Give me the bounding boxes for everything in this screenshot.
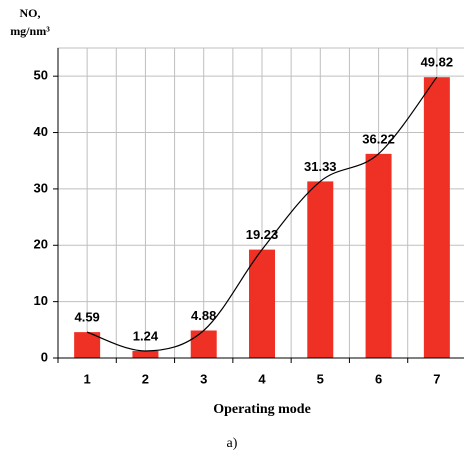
x-tick-label: 1 [84, 371, 91, 386]
bar [307, 181, 334, 358]
x-tick-label: 3 [200, 371, 207, 386]
bar [365, 153, 392, 358]
data-label: 36.22 [362, 131, 395, 146]
trend-line [86, 76, 438, 352]
x-tick-label: 5 [317, 371, 324, 386]
y-tick-label: 0 [41, 349, 48, 364]
x-tick-label: 2 [142, 371, 149, 386]
bar [423, 77, 450, 359]
y-axis-label: NO, [20, 6, 41, 20]
y-tick-label: 40 [34, 124, 48, 139]
caption: a) [227, 436, 238, 451]
x-axis-label: Operating mode [213, 402, 311, 417]
x-tick-label: 7 [433, 371, 440, 386]
bar [249, 249, 275, 358]
bar [132, 351, 159, 358]
x-tick-label: 4 [258, 371, 266, 386]
data-label: 4.88 [191, 308, 216, 323]
x-tick-label: 6 [375, 371, 382, 386]
y-tick-label: 20 [34, 237, 48, 252]
y-tick-label: 50 [34, 68, 48, 83]
data-label: 31.33 [304, 159, 337, 174]
y-tick-label: 30 [34, 180, 48, 195]
data-label: 49.82 [421, 55, 454, 70]
bar [190, 330, 217, 358]
y-axis-label: mg/nm³ [10, 24, 50, 38]
data-label: 4.59 [74, 310, 99, 325]
bar [74, 332, 101, 358]
data-label: 1.24 [133, 328, 159, 343]
y-tick-label: 10 [34, 293, 48, 308]
